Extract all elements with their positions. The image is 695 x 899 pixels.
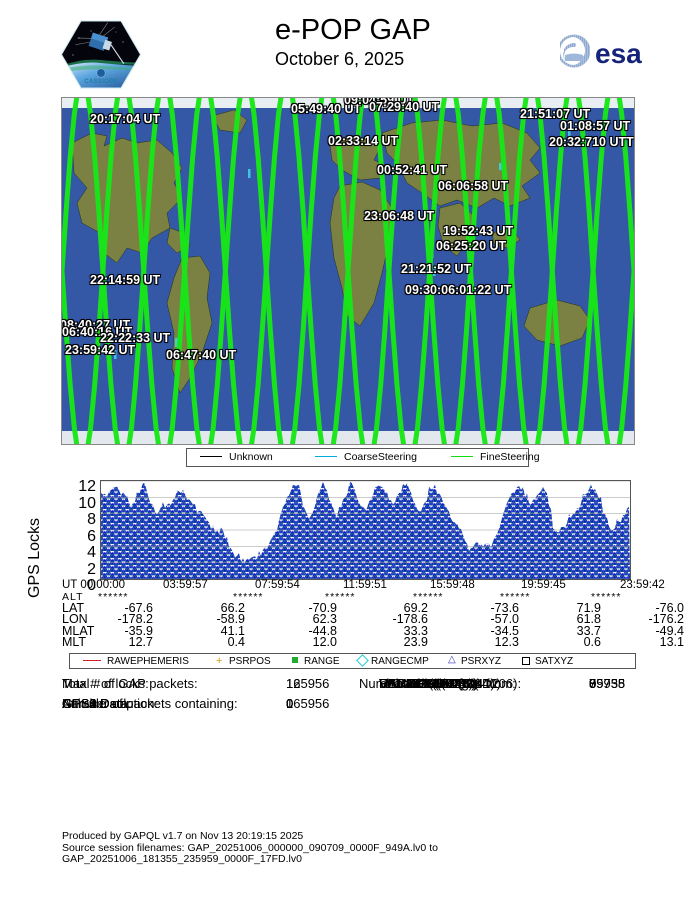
svg-text:esa: esa xyxy=(595,38,642,69)
svg-text:CASSIOPE: CASSIOPE xyxy=(84,79,117,85)
